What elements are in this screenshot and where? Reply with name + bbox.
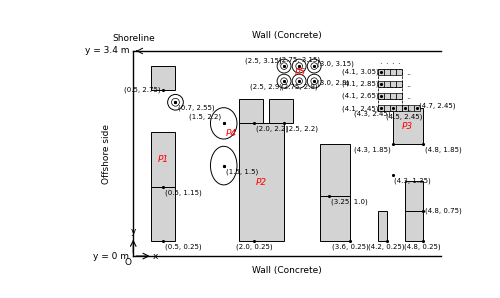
Ellipse shape — [210, 108, 237, 139]
Circle shape — [292, 59, 306, 73]
Text: (4.2, 0.25): (4.2, 0.25) — [368, 243, 405, 250]
Text: P5: P5 — [294, 68, 306, 77]
Bar — [402, 105, 407, 111]
Bar — [152, 66, 176, 90]
Bar — [320, 145, 350, 196]
Bar — [396, 105, 402, 111]
Text: (3.0, 3.15): (3.0, 3.15) — [316, 60, 354, 67]
Circle shape — [280, 63, 287, 69]
Bar — [396, 81, 402, 87]
Text: (0.7, 2.55): (0.7, 2.55) — [178, 105, 214, 111]
Bar — [384, 93, 390, 99]
Text: (4.7, 2.45): (4.7, 2.45) — [418, 102, 455, 108]
Bar — [320, 196, 350, 241]
Text: (0.5, 1.15): (0.5, 1.15) — [165, 189, 202, 195]
Bar — [396, 93, 402, 99]
Text: Wall (Concrete): Wall (Concrete) — [252, 266, 322, 275]
Text: (4.3, 1.85): (4.3, 1.85) — [354, 147, 391, 153]
Text: Wall (Concrete): Wall (Concrete) — [252, 31, 322, 40]
Bar — [378, 69, 384, 75]
Text: (4.1, 2.85): (4.1, 2.85) — [342, 81, 378, 87]
Text: (4.8, 0.25): (4.8, 0.25) — [404, 243, 441, 250]
Bar — [152, 132, 176, 187]
Bar — [390, 105, 396, 111]
Circle shape — [172, 98, 179, 106]
Text: (2.75, 3.15): (2.75, 3.15) — [278, 57, 320, 63]
Circle shape — [311, 78, 318, 84]
Bar — [378, 93, 384, 99]
Bar — [269, 99, 293, 123]
Text: (0.5, 2.75): (0.5, 2.75) — [124, 87, 161, 94]
Text: Offshore side: Offshore side — [102, 124, 110, 184]
Text: (2.5, 2.9): (2.5, 2.9) — [250, 83, 282, 90]
Text: (3.25, 1.0): (3.25, 1.0) — [331, 198, 368, 205]
Bar — [404, 211, 423, 241]
Text: (0.5, 0.25): (0.5, 0.25) — [165, 243, 202, 250]
Bar — [384, 105, 390, 111]
Text: (1.5, 2.2): (1.5, 2.2) — [189, 114, 222, 120]
Bar — [378, 211, 386, 241]
Text: y = 0 m: y = 0 m — [93, 252, 129, 260]
Text: (4.5, 2.45): (4.5, 2.45) — [386, 114, 423, 120]
Text: (4.1, 2.65): (4.1, 2.65) — [342, 93, 378, 100]
Text: (4.3, 2.45): (4.3, 2.45) — [354, 111, 391, 117]
Text: (2.0, 2.2): (2.0, 2.2) — [256, 126, 288, 132]
Bar — [390, 69, 396, 75]
Text: (1.5, 1.5): (1.5, 1.5) — [226, 169, 258, 175]
Text: y = 3.4 m: y = 3.4 m — [84, 46, 129, 55]
Circle shape — [168, 94, 184, 110]
Text: y: y — [130, 226, 136, 235]
Circle shape — [311, 63, 318, 69]
Circle shape — [277, 59, 291, 73]
Text: .: . — [392, 57, 394, 66]
Text: .: . — [379, 57, 382, 66]
Bar — [384, 81, 390, 87]
Text: ..: .. — [406, 92, 411, 101]
Bar — [408, 105, 414, 111]
Bar — [414, 105, 420, 111]
Bar — [390, 81, 396, 87]
Text: (4.1, 3.05): (4.1, 3.05) — [342, 69, 378, 75]
Text: (4.8, 1.85): (4.8, 1.85) — [424, 147, 462, 153]
Text: P4: P4 — [226, 129, 237, 138]
Circle shape — [296, 63, 302, 69]
Text: P2: P2 — [256, 178, 267, 187]
Text: .: . — [386, 57, 388, 66]
Text: (3.0, 2.9): (3.0, 2.9) — [316, 80, 349, 86]
Circle shape — [308, 74, 321, 88]
Bar — [152, 187, 176, 241]
Bar — [396, 69, 402, 75]
Text: (3.6, 0.25): (3.6, 0.25) — [332, 243, 369, 250]
Text: Shoreline: Shoreline — [112, 34, 154, 43]
Text: .: . — [398, 57, 400, 66]
Text: P1: P1 — [158, 155, 169, 164]
Text: O: O — [124, 258, 132, 268]
Bar — [239, 99, 263, 123]
Bar — [404, 181, 423, 211]
Text: x: x — [153, 252, 158, 260]
Bar — [239, 123, 284, 241]
Text: ..: .. — [406, 104, 411, 113]
Text: ..: .. — [406, 68, 411, 77]
Text: ..: .. — [406, 80, 411, 89]
Bar — [384, 69, 390, 75]
Circle shape — [296, 78, 302, 84]
Text: (2.5, 3.15): (2.5, 3.15) — [245, 57, 282, 64]
Text: (4.8, 0.75): (4.8, 0.75) — [424, 208, 462, 214]
Bar — [378, 81, 384, 87]
Text: (2.0, 0.25): (2.0, 0.25) — [236, 243, 272, 250]
Circle shape — [308, 59, 321, 73]
Circle shape — [277, 74, 291, 88]
Circle shape — [280, 78, 287, 84]
Text: (4.1, 2.45): (4.1, 2.45) — [342, 105, 378, 111]
Text: P3: P3 — [402, 122, 413, 131]
Text: (4.3, 1.35): (4.3, 1.35) — [394, 177, 431, 184]
Bar — [378, 105, 384, 111]
Bar — [390, 93, 396, 99]
Ellipse shape — [210, 146, 237, 185]
Text: (2.5, 2.2): (2.5, 2.2) — [286, 126, 318, 132]
Circle shape — [292, 74, 306, 88]
Bar — [392, 108, 423, 145]
Text: (2.75, 2.9): (2.75, 2.9) — [281, 83, 318, 90]
